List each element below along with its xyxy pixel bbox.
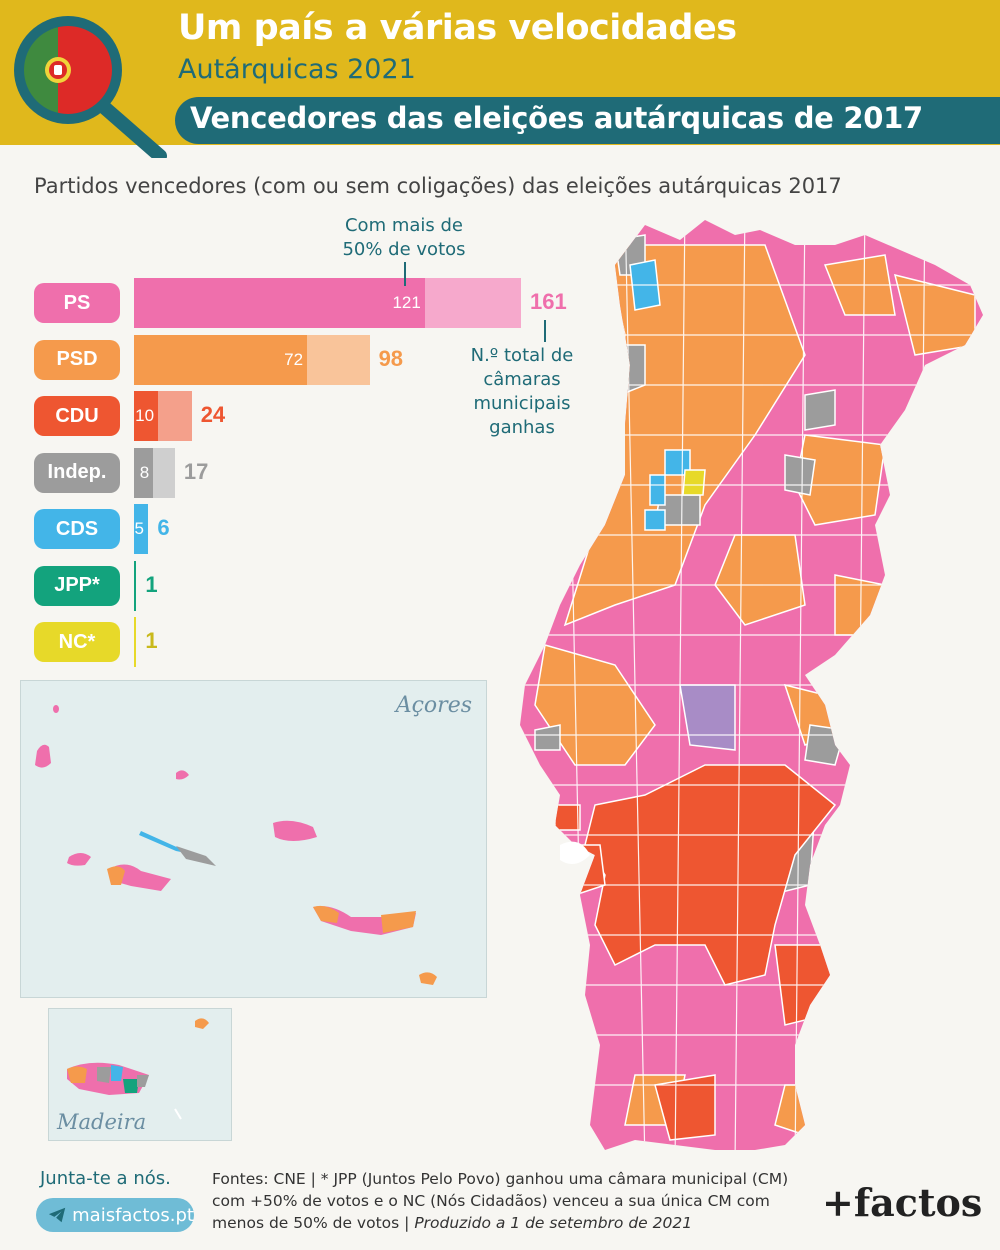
- bar-majority-psd: 72: [134, 334, 308, 385]
- party-label-jpp: JPP*: [34, 565, 120, 606]
- bar-majority-indep: 8: [134, 447, 154, 498]
- party-label-psd: PSD: [34, 339, 120, 380]
- party-label-nc: NC*: [34, 622, 120, 662]
- party-label-cdu: CDU: [34, 396, 120, 436]
- bar-majority-cds: 5: [134, 504, 148, 554]
- bar-total-label-ps: 161: [530, 289, 567, 314]
- sources-note: Fontes: CNE | * JPP (Juntos Pelo Povo) g…: [212, 1168, 812, 1234]
- chart-title: Partidos vencedores (com ou sem coligaçõ…: [34, 174, 842, 198]
- bar-total-label-indep: 17: [183, 458, 209, 484]
- bar-total-label-jpp: 1: [145, 571, 158, 597]
- sources-text: Fontes: CNE | * JPP (Juntos Pelo Povo) g…: [212, 1170, 789, 1232]
- bar-total-nc: [134, 617, 137, 667]
- website-link-label[interactable]: maisfactos.pt: [72, 1204, 194, 1226]
- mainland-portugal-map: [520, 220, 983, 1150]
- portugal-flag-magnifier-icon: [14, 16, 167, 158]
- bar-majority-ps: 121: [134, 278, 425, 328]
- madeira-label: Madeira: [57, 1110, 147, 1134]
- annotation-total: N.º total de câmaras municipais ganhas: [470, 345, 574, 438]
- website-link-button[interactable]: maisfactos.pt: [36, 1198, 194, 1232]
- bar-total-label-nc: 1: [145, 628, 158, 653]
- bar-total-label-cdu: 24: [200, 402, 226, 427]
- produced-date: Produzido a 1 de setembro de 2021: [414, 1214, 693, 1232]
- brand-logo: +factos: [822, 1180, 983, 1225]
- annotation-majority-line: [404, 262, 406, 286]
- azores-label: Açores: [395, 693, 472, 718]
- party-label-ps: PS: [34, 283, 120, 323]
- azores-map: [35, 705, 437, 985]
- party-label-indep: Indep.: [34, 452, 120, 493]
- madeira-map: [67, 1018, 209, 1120]
- azores-inset: Açores: [20, 680, 487, 998]
- annotation-majority: Com mais de 50% de votos: [342, 215, 466, 260]
- bar-total-label-cds: 6: [157, 515, 170, 540]
- page-subtitle: Autárquicas 2021: [178, 54, 416, 85]
- banner-title: Vencedores das eleições autárquicas de 2…: [190, 101, 923, 135]
- bar-chart: PS 121 161 PSD 72 98 CDU 10 24 Indep. 8 17 CDS 5 6 JPP*…: [0, 200, 600, 680]
- banner: [175, 97, 1000, 144]
- join-us-text: Junta-te a nós.: [40, 1168, 171, 1189]
- annotation-total-line: [544, 320, 546, 342]
- bar-total-jpp: [134, 560, 137, 611]
- telegram-icon: [48, 1207, 66, 1223]
- bar-total-label-psd: 98: [378, 345, 404, 371]
- madeira-inset: Madeira: [48, 1008, 232, 1141]
- page-title: Um país a várias velocidades: [178, 8, 737, 48]
- bar-majority-cdu: 10: [134, 391, 159, 441]
- party-label-cds: CDS: [34, 509, 120, 549]
